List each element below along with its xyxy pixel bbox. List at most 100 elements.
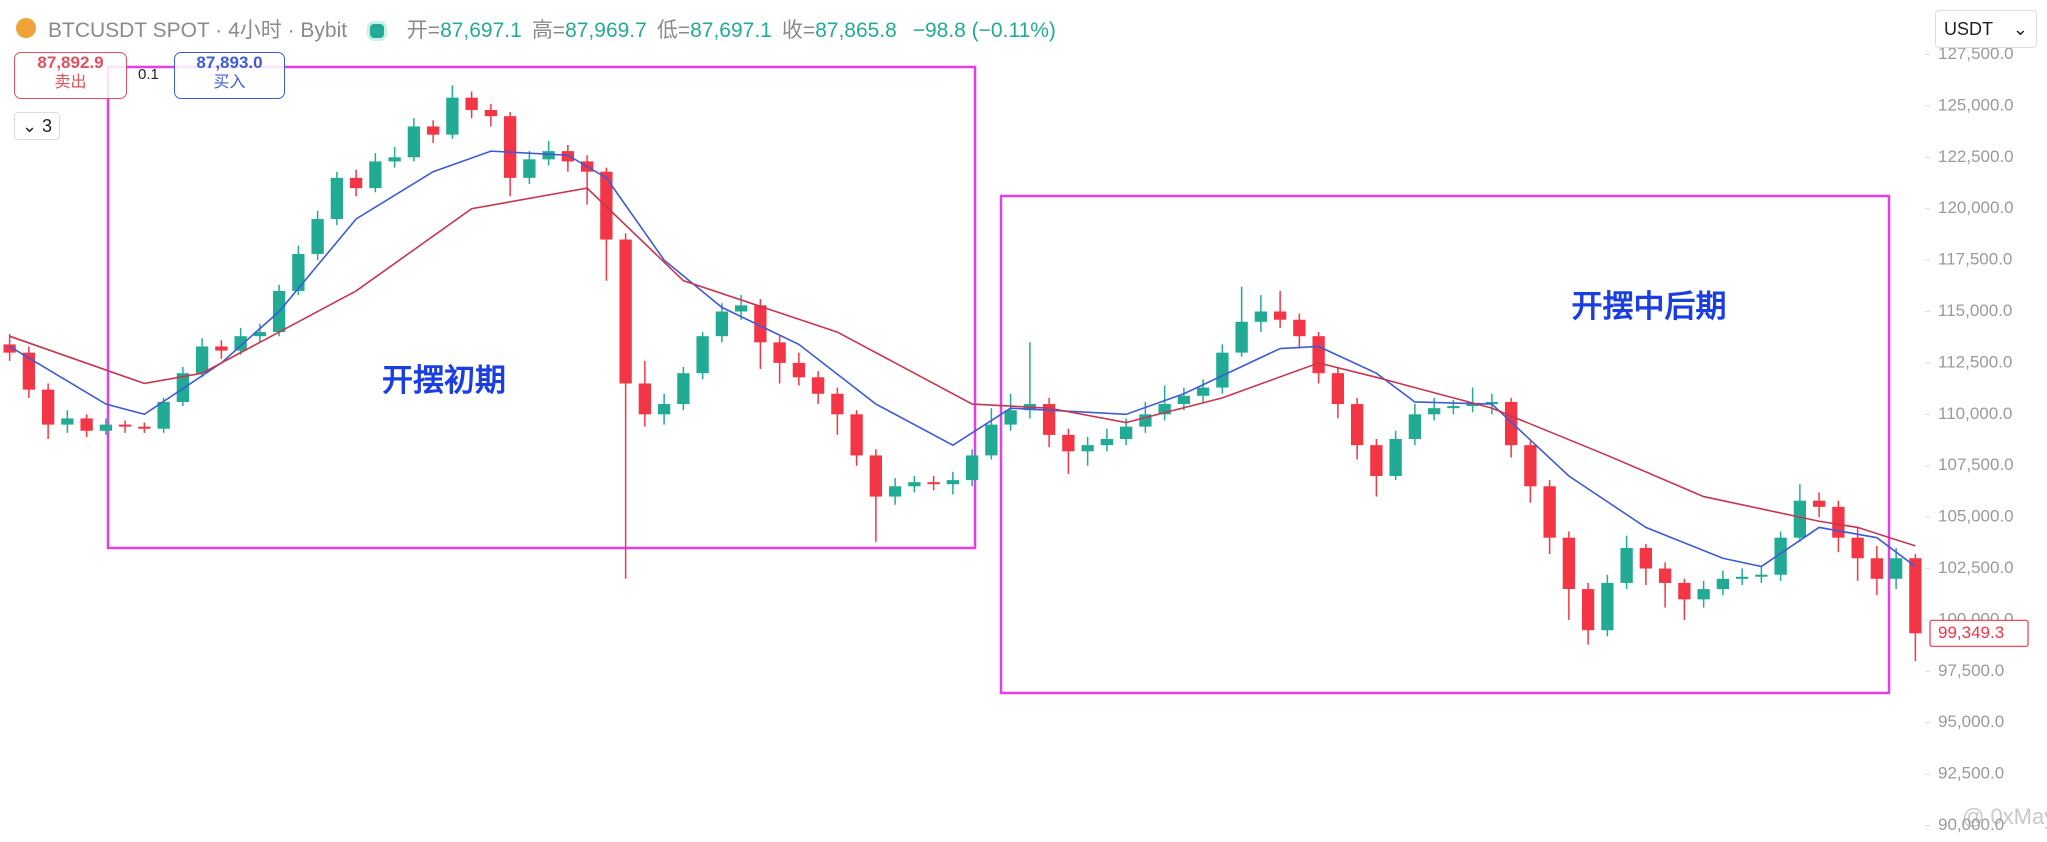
ohlc-label: 高= [531, 19, 566, 42]
candle-body [561, 151, 575, 162]
ma-line [9, 150, 1916, 568]
indicator-count: 3 [42, 116, 53, 136]
candle-body [811, 377, 825, 394]
indicator-toggle[interactable]: ⌄ 3 [14, 112, 60, 140]
candle-body [888, 486, 902, 497]
candle-body [1658, 568, 1672, 583]
currency: USDT [1944, 19, 1993, 39]
change: −98.8 (−0.11%) [912, 19, 1056, 42]
candle-body [1678, 582, 1691, 600]
candle-body [1158, 404, 1171, 415]
candle-body [138, 426, 151, 429]
candle-body [985, 424, 998, 456]
highlight-box [999, 194, 1891, 695]
candle-body [1524, 445, 1537, 487]
candle-body [1370, 445, 1383, 477]
candle-body [234, 336, 247, 351]
candle-body [1870, 558, 1884, 579]
candle-body [1119, 426, 1133, 439]
candle-body [1755, 574, 1768, 577]
candle-body [1273, 311, 1287, 320]
candle-body [99, 424, 113, 431]
ohlc-value: 87,697.1 [440, 19, 522, 42]
y-tick-label: 120,000.0 [1938, 198, 2014, 217]
y-tick-label: 110,000.0 [1938, 404, 2012, 423]
candle-body [1504, 401, 1518, 446]
candle-body [1639, 547, 1653, 569]
candle-body [484, 110, 498, 117]
candle-body [1427, 408, 1441, 415]
candle-body [1196, 387, 1210, 396]
candle-body [61, 418, 74, 425]
buy-price: 87,893.0 [196, 53, 263, 72]
y-tick-label: 115,000.0 [1938, 301, 2012, 320]
candle-body [369, 161, 382, 189]
symbol: BTCUSDT SPOT · 4小时 · Bybit [48, 19, 348, 42]
y-tick-label: 97,500.0 [1938, 661, 2004, 680]
candle-body [503, 116, 517, 178]
candle-body [157, 401, 170, 429]
candle-body [1562, 537, 1576, 590]
y-tick-label: 122,500.0 [1938, 147, 2014, 166]
y-tick-label: 125,000.0 [1938, 95, 2014, 114]
highlight-box [106, 65, 977, 550]
candle-body [1216, 352, 1229, 388]
quantity[interactable]: 0.1 [138, 66, 159, 83]
candle-body [1716, 578, 1730, 590]
candle-body [1774, 537, 1787, 575]
candle-body [1909, 558, 1922, 634]
sell-button[interactable]: 87,892.9 卖出 [14, 52, 127, 99]
candle-body [176, 373, 190, 402]
candle-body [1254, 311, 1268, 322]
candles [3, 85, 1922, 662]
candle-body [696, 336, 709, 374]
ohlc-label: 低= [656, 19, 691, 42]
coin-icon [16, 18, 36, 38]
ma-line [9, 187, 1916, 547]
ohlc-value: 87,865.8 [815, 19, 897, 42]
ohlc-value: 87,969.7 [565, 19, 647, 42]
candle-body [1235, 321, 1248, 353]
candle-body [388, 157, 401, 162]
watermark: @ 0xMay [1962, 804, 2047, 829]
candle-body [946, 480, 960, 485]
candle-body [1466, 404, 1479, 407]
candle-body [426, 126, 440, 135]
candle-body [465, 97, 478, 111]
buy-label: 买入 [213, 74, 246, 91]
candle-body [215, 346, 228, 351]
candle-body [1447, 406, 1460, 409]
ohlc: 开=87,697.1 高=87,969.7 低=87,697.1 收=87,865.8 [407, 19, 907, 42]
candle-body [754, 305, 767, 343]
candle-body [715, 311, 729, 337]
candle-body [1062, 434, 1075, 452]
buy-button[interactable]: 87,893.0 买入 [174, 52, 285, 99]
candle-body [1889, 558, 1903, 579]
candle-body [1812, 500, 1826, 507]
currency-select[interactable]: USDT ⌄ [1935, 10, 2037, 48]
candle-body [349, 177, 363, 189]
candle-body [1042, 404, 1056, 435]
candle-body [1389, 438, 1402, 477]
candle-body [1485, 401, 1499, 405]
ohlc-label: 收= [781, 19, 816, 42]
candle-body [1851, 537, 1864, 559]
candle-body [523, 159, 536, 178]
candle-body [1543, 486, 1556, 538]
status-dot [366, 21, 387, 42]
candle-body [3, 344, 16, 353]
candle-body [1581, 589, 1595, 631]
y-tick-label: 90,000.0 [1938, 815, 2004, 834]
candle-body [677, 373, 690, 405]
candle-body [1081, 445, 1094, 452]
candle-body [1331, 373, 1345, 405]
y-tick-label: 107,500.0 [1938, 455, 2014, 474]
candle-body [1177, 395, 1191, 405]
candle-body [253, 332, 267, 337]
candle-body [1408, 414, 1422, 439]
candle-body [1793, 500, 1807, 538]
candle-body [1293, 319, 1306, 337]
y-tick-label: 102,500.0 [1938, 558, 2014, 577]
